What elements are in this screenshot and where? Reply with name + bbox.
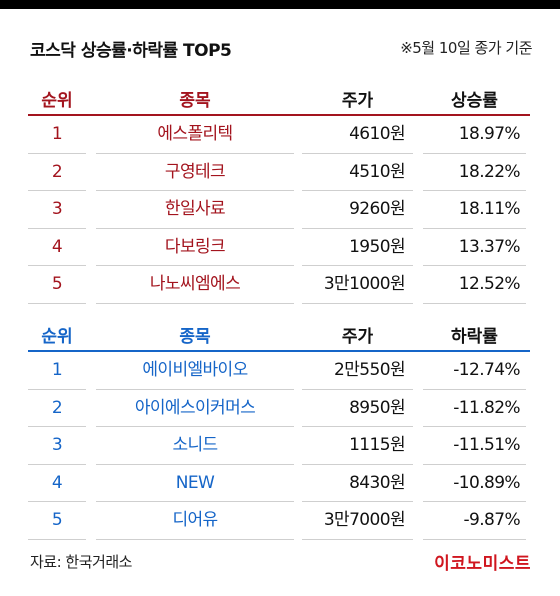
row-price: 1115원 bbox=[302, 427, 413, 465]
row-rate: 13.37% bbox=[423, 229, 526, 266]
header-name: 종목 bbox=[179, 326, 211, 347]
row-name: 구영테크 bbox=[96, 154, 294, 191]
top-bar bbox=[0, 0, 560, 9]
table-row: 4 다보링크 1950원 13.37% bbox=[28, 229, 530, 266]
row-rank: 3 bbox=[28, 191, 86, 229]
row-rate: -9.87% bbox=[423, 502, 526, 540]
header-price: 주가 bbox=[341, 90, 374, 111]
brand-logo: 이코노미스트 bbox=[434, 554, 531, 574]
header-name: 종목 bbox=[179, 90, 211, 111]
row-name: 한일사료 bbox=[96, 191, 294, 229]
row-rank: 5 bbox=[28, 502, 86, 540]
row-price: 9260원 bbox=[302, 191, 413, 229]
row-rate: -11.51% bbox=[423, 427, 526, 465]
table-row: 4 NEW 8430원 -10.89% bbox=[28, 465, 530, 502]
row-name: 다보링크 bbox=[96, 229, 294, 266]
row-name: 아이에스이커머스 bbox=[96, 390, 294, 427]
page-title: 코스닥 상승률·하락률 TOP5 bbox=[30, 41, 232, 61]
row-name: 나노씨엠에스 bbox=[96, 266, 294, 304]
row-rate: -11.82% bbox=[423, 390, 526, 427]
row-name: 소니드 bbox=[96, 427, 294, 465]
row-price: 3만1000원 bbox=[302, 266, 413, 304]
table-row: 5 나노씨엠에스 3만1000원 12.52% bbox=[28, 266, 530, 304]
row-rank: 4 bbox=[28, 465, 86, 502]
table-row: 3 한일사료 9260원 18.11% bbox=[28, 191, 530, 229]
table-row: 2 구영테크 4510원 18.22% bbox=[28, 154, 530, 191]
row-rank: 2 bbox=[28, 154, 86, 191]
row-price: 8950원 bbox=[302, 390, 413, 427]
row-rate: 18.11% bbox=[423, 191, 526, 229]
header-rank: 순위 bbox=[41, 90, 73, 111]
table-row: 3 소니드 1115원 -11.51% bbox=[28, 427, 530, 465]
row-price: 1950원 bbox=[302, 229, 413, 266]
row-price: 8430원 bbox=[302, 465, 413, 502]
row-rank: 4 bbox=[28, 229, 86, 266]
row-rank: 1 bbox=[28, 116, 86, 154]
header-rate: 하락률 bbox=[451, 326, 498, 347]
row-price: 3만7000원 bbox=[302, 502, 413, 540]
row-name: 에이비엘바이오 bbox=[96, 352, 294, 390]
row-price: 4510원 bbox=[302, 154, 413, 191]
source-note: 자료: 한국거래소 bbox=[30, 553, 132, 571]
gainers-header-row: 순위 종목 주가 상승률 bbox=[28, 82, 530, 116]
row-rank: 1 bbox=[28, 352, 86, 390]
row-name: NEW bbox=[96, 465, 294, 502]
row-rate: 18.97% bbox=[423, 116, 526, 154]
row-rate: 12.52% bbox=[423, 266, 526, 304]
header-rate: 상승률 bbox=[451, 90, 498, 111]
table-row: 5 디어유 3만7000원 -9.87% bbox=[28, 502, 530, 540]
row-name: 에스폴리텍 bbox=[96, 116, 294, 154]
row-rank: 5 bbox=[28, 266, 86, 304]
losers-table: 순위 종목 주가 하락률 1 에이비엘바이오 2만550원 -12.74% 2 … bbox=[28, 318, 530, 540]
gainers-table: 순위 종목 주가 상승률 1 에스폴리텍 4610원 18.97% 2 구영테크… bbox=[28, 82, 530, 304]
date-note: ※5월 10일 종가 기준 bbox=[400, 39, 532, 57]
table-row: 1 에이비엘바이오 2만550원 -12.74% bbox=[28, 352, 530, 390]
row-rate: 18.22% bbox=[423, 154, 526, 191]
row-rank: 3 bbox=[28, 427, 86, 465]
row-name: 디어유 bbox=[96, 502, 294, 540]
header-rank: 순위 bbox=[41, 326, 73, 347]
row-rate: -10.89% bbox=[423, 465, 526, 502]
row-price: 2만550원 bbox=[302, 352, 413, 390]
table-row: 1 에스폴리텍 4610원 18.97% bbox=[28, 116, 530, 154]
row-rate: -12.74% bbox=[423, 352, 526, 390]
header-price: 주가 bbox=[341, 326, 374, 347]
losers-header-row: 순위 종목 주가 하락률 bbox=[28, 318, 530, 352]
table-row: 2 아이에스이커머스 8950원 -11.82% bbox=[28, 390, 530, 427]
row-price: 4610원 bbox=[302, 116, 413, 154]
row-rank: 2 bbox=[28, 390, 86, 427]
